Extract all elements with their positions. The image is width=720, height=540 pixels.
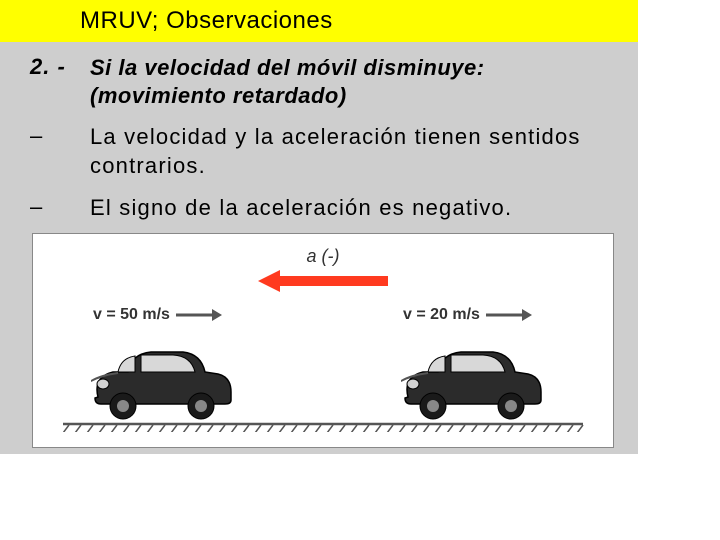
- heading-row: 2. - Si la velocidad del móvil disminuye…: [30, 54, 618, 109]
- velocity-right-label: v = 20 m/s: [403, 306, 480, 324]
- heading-text: Si la velocidad del móvil disminuye: (mo…: [90, 54, 485, 109]
- velocity-arrow-icon: [486, 309, 532, 321]
- diagram: a (-) v = 50 m/s v = 20 m/s: [32, 233, 614, 448]
- velocity-left-group: v = 50 m/s: [93, 306, 222, 324]
- velocity-left-label: v = 50 m/s: [93, 306, 170, 324]
- acceleration-label: a (-): [307, 246, 340, 267]
- bullet-row-2: – El signo de la aceleración es negativo…: [30, 194, 618, 223]
- bullet-dash: –: [30, 123, 90, 149]
- heading-number: 2. -: [30, 54, 90, 80]
- car-right: [383, 342, 553, 432]
- bullet-row-1: – La velocidad y la aceleración tienen s…: [30, 123, 618, 180]
- bullet-text-2: El signo de la aceleración es negativo.: [90, 194, 512, 223]
- ground-line-icon: [63, 422, 643, 432]
- content-panel: 2. - Si la velocidad del móvil disminuye…: [0, 42, 638, 233]
- car-icon: [73, 342, 243, 427]
- header-title: MRUV; Observaciones: [80, 7, 333, 35]
- car-icon: [383, 342, 553, 427]
- heading-line-1: Si la velocidad del móvil disminuye:: [90, 55, 485, 80]
- bullet-text-1: La velocidad y la aceleración tienen sen…: [90, 123, 618, 180]
- velocity-right-group: v = 20 m/s: [403, 306, 532, 324]
- bullet-dash: –: [30, 194, 90, 220]
- acceleration-arrow-icon: [258, 270, 388, 292]
- velocity-arrow-icon: [176, 309, 222, 321]
- car-left: [73, 342, 243, 432]
- heading-line-2: (movimiento retardado): [90, 83, 347, 108]
- diagram-wrap: a (-) v = 50 m/s v = 20 m/s: [0, 233, 638, 454]
- header-bar: MRUV; Observaciones: [0, 0, 638, 42]
